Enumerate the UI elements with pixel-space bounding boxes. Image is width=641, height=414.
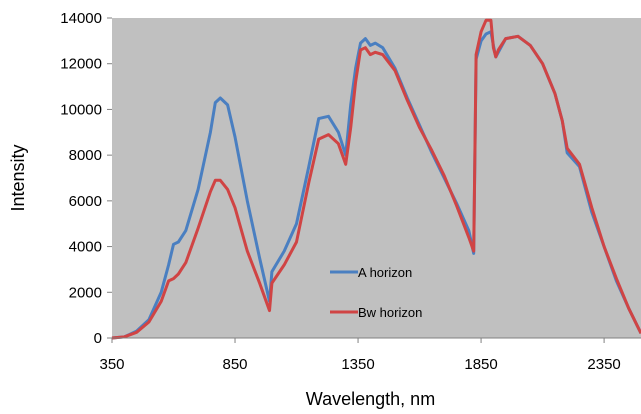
legend: A horizon Bw horizon bbox=[330, 265, 422, 320]
x-tick-label: 1350 bbox=[341, 356, 374, 373]
y-tick-label: 12000 bbox=[60, 56, 102, 73]
legend-label: A horizon bbox=[358, 265, 412, 280]
x-axis-label: Wavelength, nm bbox=[306, 389, 435, 409]
series-line-bw-horizon bbox=[111, 18, 641, 340]
x-axis-ticks: 350 850 1350 1850 2350 bbox=[99, 338, 621, 373]
plot-area bbox=[112, 18, 641, 338]
y-tick-label: 10000 bbox=[60, 101, 102, 118]
y-tick-label: 8000 bbox=[69, 147, 102, 164]
y-tick-label: 14000 bbox=[60, 10, 102, 27]
x-tick-label: 2350 bbox=[587, 356, 620, 373]
y-tick-label: 4000 bbox=[69, 239, 102, 256]
y-tick-label: 6000 bbox=[69, 193, 102, 210]
y-tick-label: 2000 bbox=[69, 284, 102, 301]
series-lines bbox=[111, 18, 641, 340]
x-tick-label: 850 bbox=[223, 356, 248, 373]
y-tick-label: 0 bbox=[94, 330, 102, 347]
y-axis-label: Intensity bbox=[8, 144, 28, 211]
y-axis-ticks: 0 2000 4000 6000 8000 10000 12000 14000 bbox=[60, 10, 112, 347]
x-tick-label: 350 bbox=[99, 356, 124, 373]
x-tick-label: 1850 bbox=[464, 356, 497, 373]
legend-label: Bw horizon bbox=[358, 305, 422, 320]
